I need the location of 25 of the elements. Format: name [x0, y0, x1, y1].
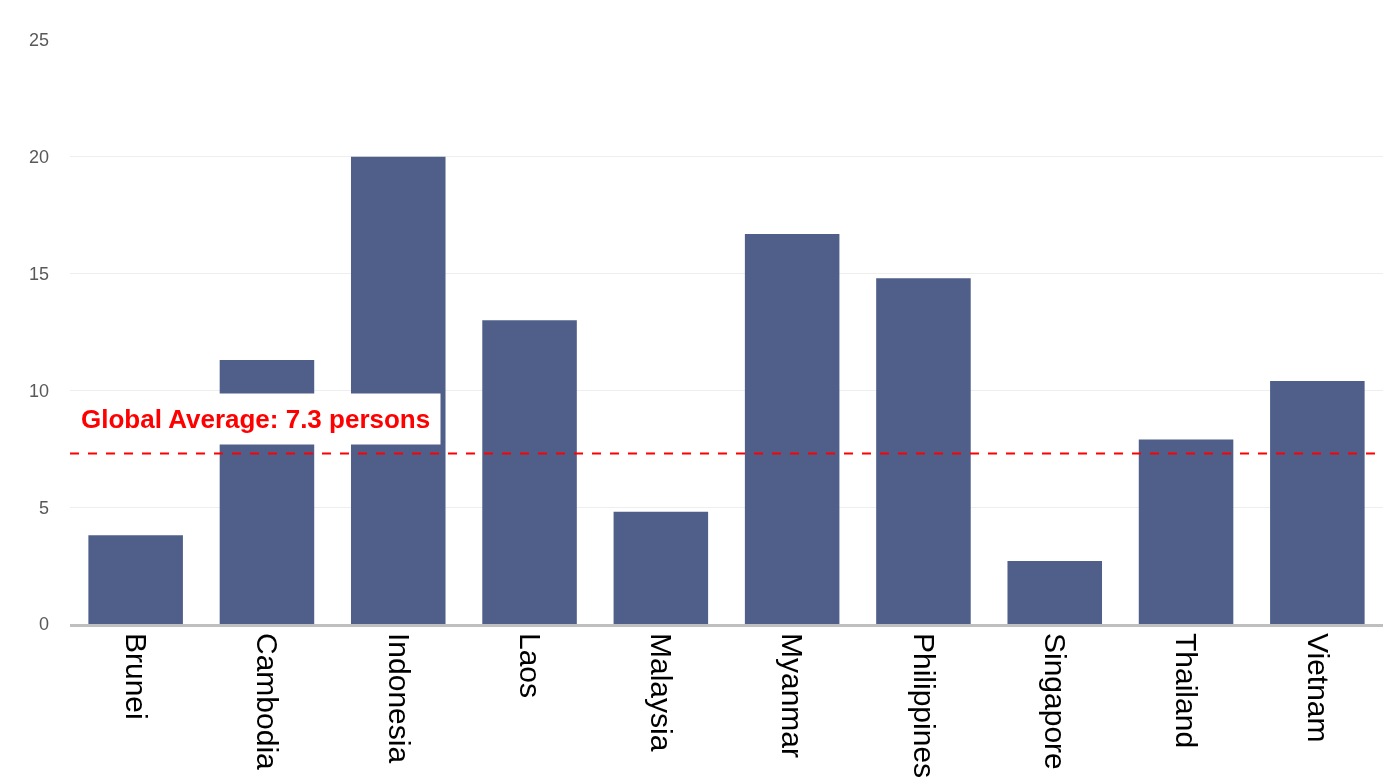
bar: [876, 278, 971, 624]
bar: [744, 233, 840, 624]
bar: [613, 511, 709, 624]
bar: [1138, 439, 1234, 624]
x-tick-label: Indonesia: [382, 633, 416, 764]
x-tick-label: Myanmar: [776, 633, 810, 759]
x-tick-label: Malaysia: [645, 633, 679, 752]
bar: [88, 535, 183, 624]
y-tick-label: 10: [28, 380, 49, 401]
x-tick-label: Thailand: [1170, 633, 1204, 749]
x-tick-label: Cambodia: [251, 633, 285, 771]
y-tick-label: 25: [28, 30, 49, 51]
x-tick-label: Vietnam: [1301, 633, 1335, 743]
x-tick-label: Philippines: [907, 633, 941, 779]
bar: [1007, 560, 1103, 624]
y-tick-label: 15: [28, 263, 49, 284]
y-tick-label: 0: [38, 614, 49, 635]
ref-line-label: Global Average: 7.3 persons: [81, 404, 431, 434]
x-tick-label: Singapore: [1039, 633, 1072, 770]
x-tick-label: Laos: [513, 633, 547, 699]
bar: [1270, 381, 1365, 624]
bar: [482, 320, 577, 624]
y-tick-label: 5: [38, 497, 49, 518]
x-tick-label: Brunei: [119, 633, 153, 720]
y-tick-label: 20: [28, 147, 49, 168]
